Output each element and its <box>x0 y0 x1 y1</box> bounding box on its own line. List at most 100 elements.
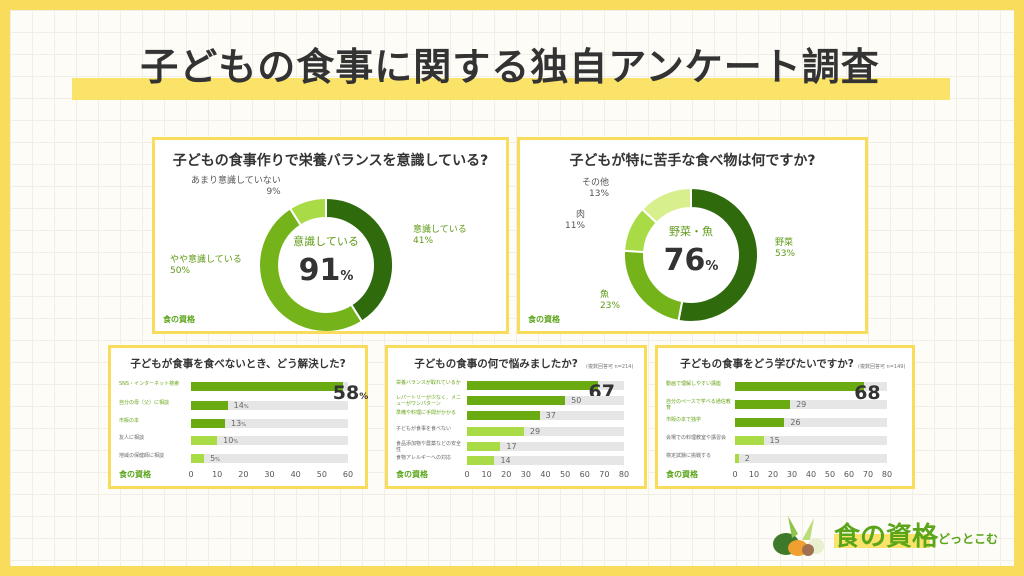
slice-value: 50% <box>170 266 191 277</box>
slice-label: 意識している 41% <box>413 225 467 248</box>
vegetables-icon <box>773 516 824 556</box>
logo-main: 食の資格 <box>834 522 939 552</box>
bar <box>467 396 566 405</box>
bar-label: 食品添加物や農薬などの安全性 <box>396 441 462 453</box>
bar-label: 市販の本で独学 <box>666 417 702 423</box>
bar-track <box>735 418 887 427</box>
slice-label: やや意識している 50% <box>170 255 242 278</box>
axis-tick: 10 <box>481 470 492 479</box>
bar <box>191 382 343 391</box>
bar-label: 検定試験に挑戦する <box>666 453 712 459</box>
slice-value: 41% <box>413 236 434 247</box>
axis-tick: 30 <box>786 470 798 479</box>
bar-value: 14% <box>234 401 249 410</box>
bar-label: 動画で理解しやすい講座 <box>666 381 721 387</box>
axis-tick: 20 <box>501 470 512 479</box>
axis-tick: 60 <box>579 470 590 479</box>
axis-tick: 0 <box>188 470 194 479</box>
bar <box>735 418 785 427</box>
axis-tick: 70 <box>862 470 874 479</box>
value-number: 37 <box>545 411 556 420</box>
bar <box>735 382 865 391</box>
bar <box>191 436 218 445</box>
slice-name: 意識している <box>413 225 467 235</box>
bar-track <box>191 436 348 445</box>
chart-title: 子どもが特に苦手な食べ物は何ですか? <box>569 153 816 169</box>
center-label: 野菜・魚 <box>669 225 713 238</box>
bar-value: 29 <box>796 400 806 409</box>
axis-tick: 30 <box>520 470 531 479</box>
bar-track <box>735 400 887 409</box>
bar-value: 15 <box>770 436 780 445</box>
value-unit: % <box>241 422 246 428</box>
axis-tick: 20 <box>767 470 779 479</box>
value-number: 68 <box>854 382 881 404</box>
slice-3 <box>640 186 692 225</box>
axis-tick: 30 <box>264 470 275 479</box>
bar-label: 子どもが食事を食べない <box>396 426 452 432</box>
site-logo: 食の資格 どっとこむ <box>768 512 1008 558</box>
bar <box>735 454 739 463</box>
bar-label: 自分の母（父）に相談 <box>119 400 170 406</box>
slice-label: その他 13% <box>582 178 609 201</box>
donut-card-nutrition: 子どもの食事作りで栄養バランスを意識している? 意識している 41% やや意識してい… <box>152 137 509 334</box>
bar-value: 50 <box>571 396 581 405</box>
chart-note: (複数回答可 n=149) <box>858 364 906 370</box>
axis-tick: 40 <box>805 470 817 479</box>
mini-logo: 食の資格 <box>666 470 698 479</box>
bar <box>467 456 495 465</box>
value-unit: % <box>359 392 369 402</box>
center-value: 76% <box>646 243 736 278</box>
chart-title: 子どもの食事作りで栄養バランスを意識している? <box>172 153 489 169</box>
bar-track <box>467 411 624 420</box>
slice-label: 野菜 53% <box>775 238 795 261</box>
axis-tick: 0 <box>732 470 738 479</box>
bar-label: レパートリーが少なく、メニューがワンパターン <box>396 395 462 407</box>
bar-card-solutions: 子どもが食事を食べないとき、どう解決した? SNS・インターネット検索 58% 自分… <box>108 345 368 489</box>
bar-track <box>735 436 887 445</box>
bar-track <box>191 401 348 410</box>
value-unit: % <box>233 439 239 445</box>
value-number: 26 <box>790 418 801 427</box>
value-number: 14 <box>500 456 511 465</box>
mini-logo: 食の資格 <box>163 315 195 324</box>
axis-tick: 0 <box>464 470 470 479</box>
slice-value: 53% <box>775 249 796 260</box>
donut-card-disliked-food: 子どもが特に苦手な食べ物は何ですか? 野菜 53% 魚 23% 肉 11% その他 13% 野菜… <box>517 137 868 334</box>
bar-value: 5% <box>210 454 220 463</box>
bar-track <box>467 427 624 436</box>
bar-value: 14 <box>500 456 510 465</box>
axis-tick: 80 <box>881 470 893 479</box>
value-number: 29 <box>796 400 807 409</box>
slice-name: 肉 <box>576 210 586 220</box>
slice-1 <box>258 207 364 331</box>
chart-title: 子どもの食事の何で悩みましたか? <box>414 358 578 370</box>
bar-card-learning: 子どもの食事をどう学びたいですか? (複数回答可 n=149) 動画で理解しやす… <box>655 345 915 489</box>
donut-chart <box>623 186 759 323</box>
value-unit: % <box>243 404 249 410</box>
bar <box>191 454 205 463</box>
bar-value: 2 <box>745 454 750 463</box>
bar-label: 自分のペースで学べる通信教育 <box>666 399 731 411</box>
value-number: 29 <box>529 427 541 436</box>
donut-chart <box>258 196 394 331</box>
value-number: 17 <box>506 442 517 451</box>
slice-2 <box>288 196 327 227</box>
bar-value: 37 <box>546 411 556 420</box>
slice-label: 魚 23% <box>600 290 620 313</box>
logo-sub: どっとこむ <box>938 532 999 546</box>
bar-label: 食物アレルギーへの対応 <box>396 455 452 461</box>
bar-value: 10% <box>223 436 238 445</box>
mini-logo: 食の資格 <box>528 315 560 324</box>
mini-logo: 食の資格 <box>396 470 428 479</box>
chart-title: 子どもの食事をどう学びたいですか? <box>680 358 854 370</box>
value-number: 15 <box>769 436 780 445</box>
bar <box>467 427 524 436</box>
axis-tick: 40 <box>290 470 301 479</box>
bar-label: 会場での料理教室や講習会 <box>666 435 727 441</box>
bar-value: 58% <box>333 382 368 404</box>
value-number: 5 <box>210 454 216 463</box>
bar-track <box>191 454 348 463</box>
value-number: 13 <box>231 419 242 428</box>
axis-tick: 60 <box>843 470 855 479</box>
